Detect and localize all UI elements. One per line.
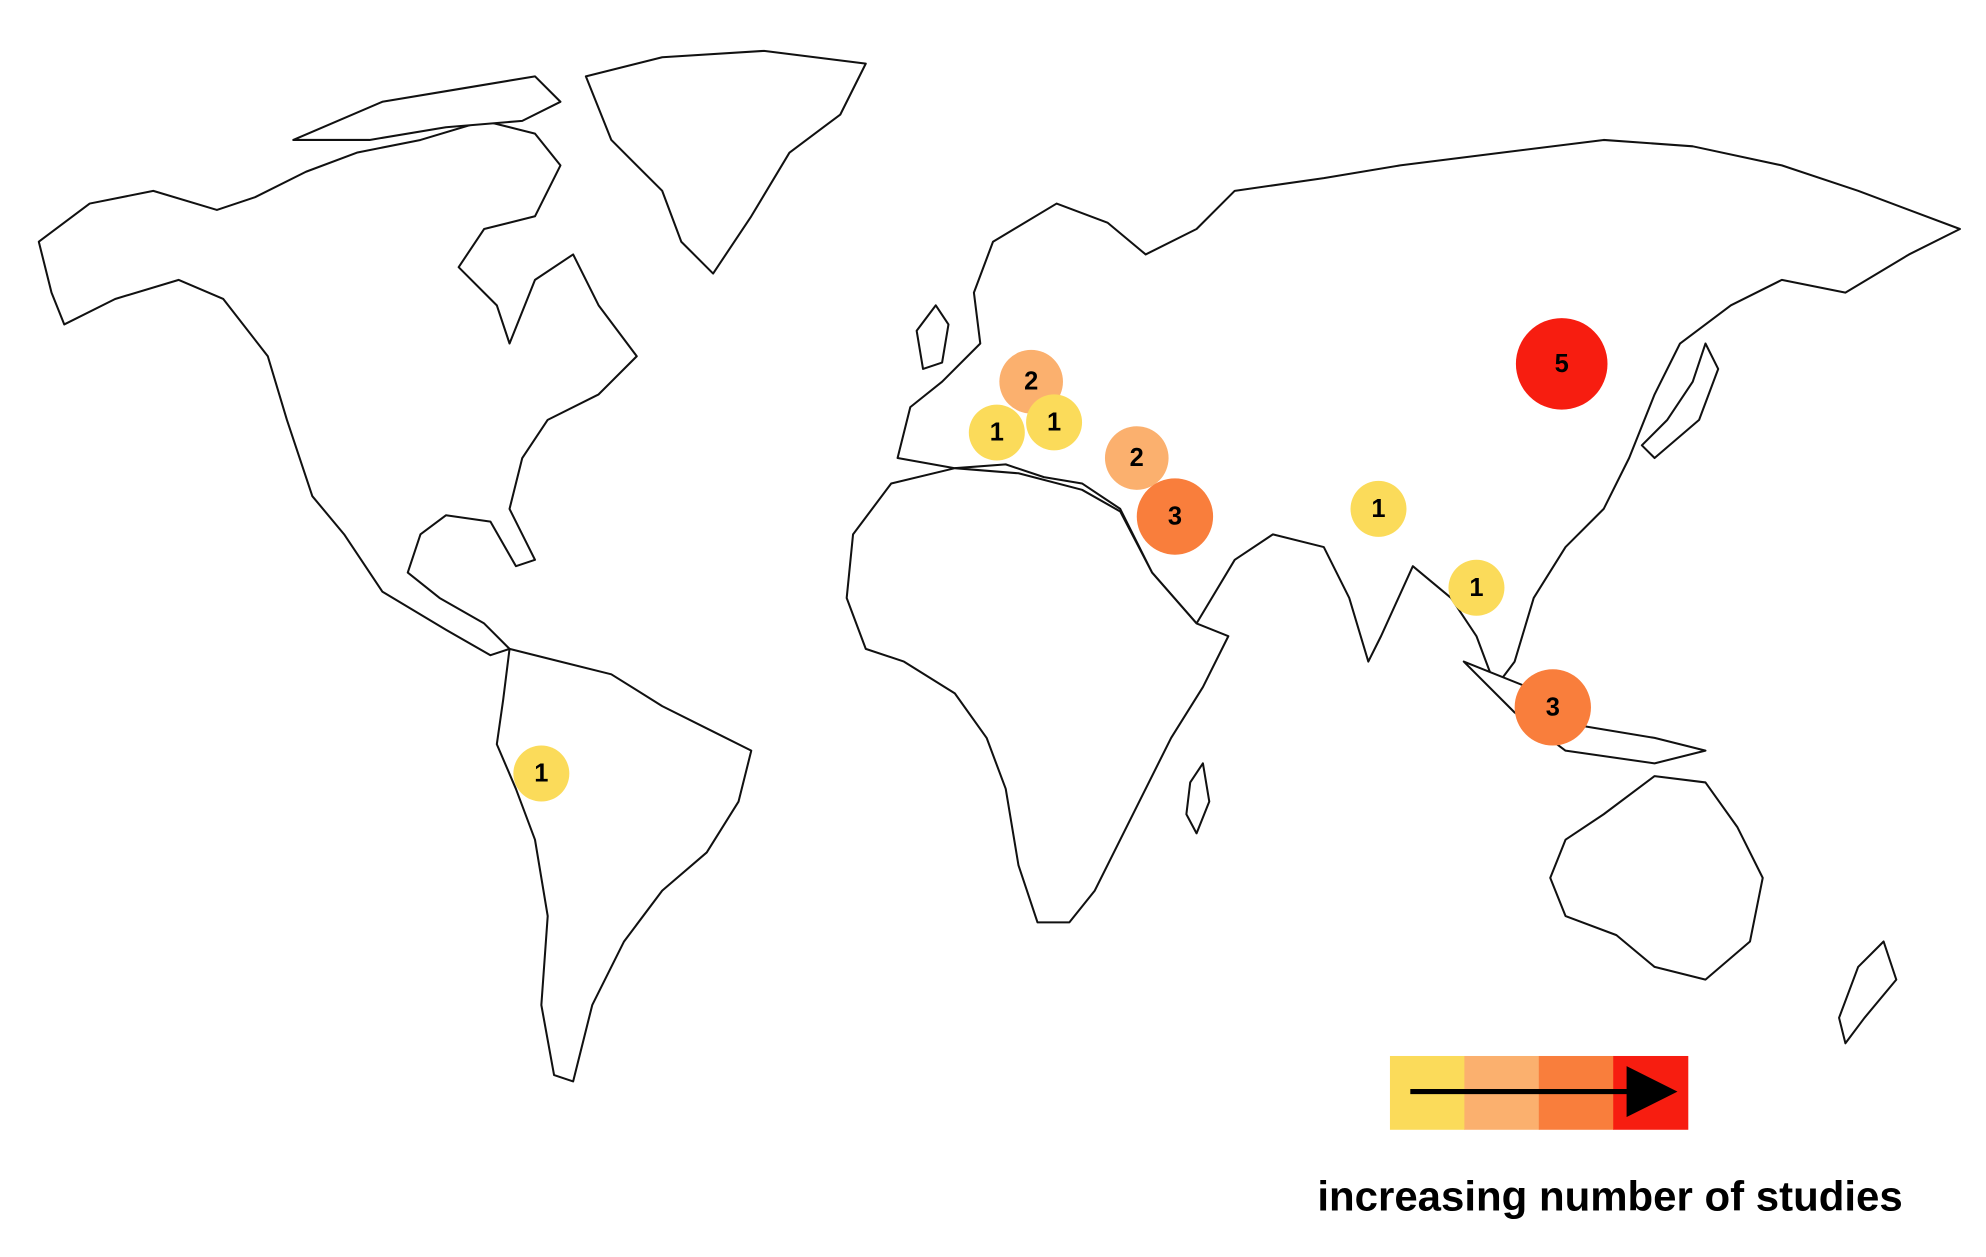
arctic-islands <box>292 75 562 141</box>
continents <box>37 49 1961 1083</box>
marker-count: 2 <box>1130 444 1144 472</box>
marker-count: 3 <box>1546 693 1560 721</box>
marker-count: 1 <box>990 419 1004 447</box>
australia <box>1549 775 1764 981</box>
study-marker <box>513 745 570 802</box>
study-marker <box>1350 480 1407 537</box>
marker-count: 5 <box>1555 350 1569 378</box>
marker-count: 1 <box>534 760 548 788</box>
legend: increasing number of studies <box>1317 1055 1903 1219</box>
marker-count: 1 <box>1469 574 1483 602</box>
study-marker <box>1514 669 1591 746</box>
madagascar <box>1185 762 1211 835</box>
study-marker <box>1104 426 1169 490</box>
study-marker <box>1448 559 1505 616</box>
marker-count: 3 <box>1168 503 1182 531</box>
legend-caption: increasing number of studies <box>1317 1172 1902 1219</box>
south-america <box>495 647 753 1083</box>
marker-count: 2 <box>1024 368 1038 396</box>
study-marker <box>1515 318 1608 410</box>
study-marker <box>1026 394 1083 451</box>
marker-count: 1 <box>1371 495 1385 523</box>
north-america <box>37 119 638 657</box>
marker-count: 1 <box>1047 408 1061 436</box>
japan <box>1640 342 1720 460</box>
africa <box>845 467 1230 924</box>
study-marker <box>968 404 1025 461</box>
study-marker <box>1136 478 1214 555</box>
greenland <box>584 49 867 275</box>
new-zealand <box>1838 940 1898 1045</box>
britain <box>915 304 950 370</box>
